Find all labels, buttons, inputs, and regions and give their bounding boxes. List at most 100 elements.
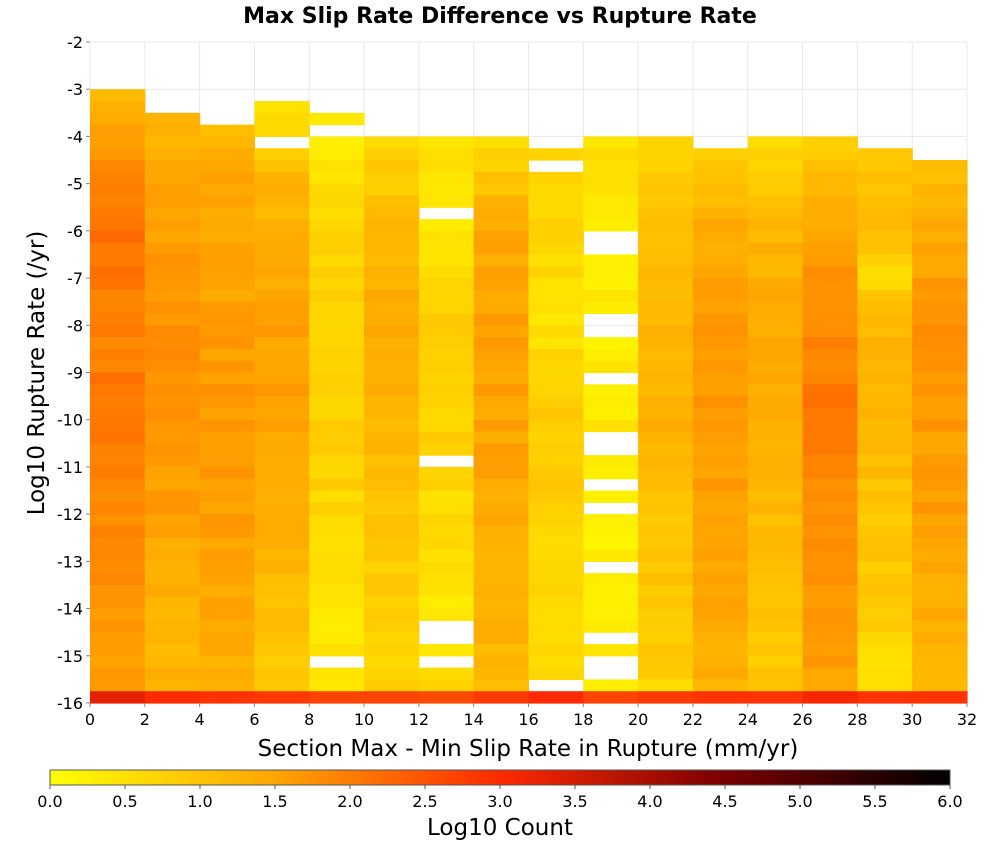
- heatmap-cell: [90, 301, 146, 315]
- heatmap-cell: [144, 230, 201, 244]
- heatmap-cell: [309, 148, 365, 161]
- heatmap-cell: [418, 254, 475, 267]
- heatmap-cell: [638, 419, 694, 433]
- heatmap-cell: [528, 431, 584, 444]
- heatmap-cell: [747, 360, 804, 374]
- heatmap-cell: [144, 573, 201, 586]
- heatmap-cell: [254, 171, 310, 185]
- heatmap-cell: [364, 407, 420, 421]
- heatmap-cell: [583, 455, 639, 468]
- y-tick-label: -8: [67, 316, 83, 335]
- heatmap-cell: [528, 207, 584, 220]
- heatmap-cell: [309, 549, 365, 562]
- heatmap-cell: [638, 549, 694, 562]
- heatmap-cell: [692, 348, 749, 362]
- heatmap-cell: [912, 301, 968, 315]
- heatmap-cell: [747, 219, 804, 232]
- y-tick-label: -5: [67, 175, 83, 194]
- heatmap-cell: [747, 596, 804, 610]
- heatmap-cell: [857, 525, 913, 539]
- heatmap-cell: [692, 655, 749, 669]
- heatmap-cell: [309, 537, 365, 551]
- heatmap-cell: [254, 643, 310, 657]
- heatmap-cell: [583, 679, 639, 692]
- heatmap-cell: [473, 537, 530, 551]
- heatmap-cell: [364, 419, 420, 433]
- heatmap-cell: [692, 148, 749, 161]
- heatmap-cell: [418, 313, 475, 326]
- heatmap-cell: [912, 655, 968, 669]
- heatmap-cell: [254, 266, 310, 279]
- heatmap-cell: [802, 348, 858, 362]
- heatmap-cell: [802, 643, 858, 657]
- heatmap-cell: [473, 490, 530, 503]
- colorbar-tick-label: 5.0: [787, 792, 812, 811]
- heatmap-cell: [912, 407, 968, 421]
- heatmap-cell: [692, 207, 749, 220]
- x-tick-label: 12: [409, 710, 429, 729]
- heatmap-cell: [802, 691, 858, 704]
- heatmap-cell: [473, 561, 530, 574]
- heatmap-cell: [473, 278, 530, 291]
- heatmap-cell: [90, 266, 146, 279]
- heatmap-cell: [309, 254, 365, 267]
- heatmap-cell: [309, 525, 365, 539]
- heatmap-cell: [199, 537, 256, 551]
- heatmap-cell: [528, 372, 584, 385]
- heatmap-cell: [747, 525, 804, 539]
- x-tick-label: 30: [902, 710, 922, 729]
- x-tick-label: 28: [847, 710, 867, 729]
- heatmap-cell: [528, 183, 584, 197]
- heatmap-cell: [473, 691, 530, 704]
- heatmap-cell: [309, 514, 365, 527]
- heatmap-cell: [857, 573, 913, 586]
- heatmap-cell: [638, 667, 694, 680]
- heatmap-cell: [364, 549, 420, 562]
- heatmap-cell: [528, 691, 584, 704]
- heatmap-cell: [144, 502, 201, 515]
- heatmap-cell: [364, 502, 420, 515]
- heatmap-cell: [802, 419, 858, 433]
- heatmap-cell: [309, 443, 365, 456]
- heatmap-cell: [692, 289, 749, 303]
- heatmap-cell: [692, 195, 749, 208]
- heatmap-cell: [144, 337, 201, 350]
- heatmap-cell: [528, 584, 584, 598]
- heatmap-cell: [747, 443, 804, 456]
- heatmap-cell: [528, 396, 584, 409]
- heatmap-cell: [309, 360, 365, 374]
- x-tick-label: 32: [957, 710, 977, 729]
- heatmap-cell: [473, 337, 530, 350]
- heatmap-cell: [747, 372, 804, 385]
- heatmap-cell: [90, 632, 146, 645]
- heatmap-cell: [418, 242, 475, 256]
- heatmap-cell: [528, 419, 584, 433]
- heatmap-cell: [254, 667, 310, 680]
- heatmap-cell: [583, 596, 639, 610]
- heatmap-cell: [692, 525, 749, 539]
- heatmap-cell: [90, 325, 146, 338]
- heatmap-cell: [144, 207, 201, 220]
- heatmap-cell: [528, 608, 584, 621]
- heatmap-cell: [857, 183, 913, 197]
- heatmap-cell: [254, 289, 310, 303]
- heatmap-cell: [90, 584, 146, 598]
- heatmap-cell: [199, 160, 256, 173]
- heatmap-cell: [692, 502, 749, 515]
- heatmap-cell: [802, 584, 858, 598]
- heatmap-cell: [90, 431, 146, 444]
- heatmap-cell: [309, 242, 365, 256]
- x-axis-label: Section Max - Min Slip Rate in Rupture (…: [258, 736, 799, 762]
- heatmap-cell: [254, 337, 310, 350]
- x-tick-label: 22: [683, 710, 703, 729]
- heatmap-cell: [418, 396, 475, 409]
- heatmap-cell: [473, 348, 530, 362]
- heatmap-cell: [638, 254, 694, 267]
- heatmap-cell: [199, 242, 256, 256]
- heatmap-cell: [747, 407, 804, 421]
- heatmap-cell: [254, 183, 310, 197]
- heatmap-cell: [473, 502, 530, 515]
- heatmap-cell: [528, 348, 584, 362]
- heatmap-cell: [528, 502, 584, 515]
- heatmap-cell: [364, 478, 420, 492]
